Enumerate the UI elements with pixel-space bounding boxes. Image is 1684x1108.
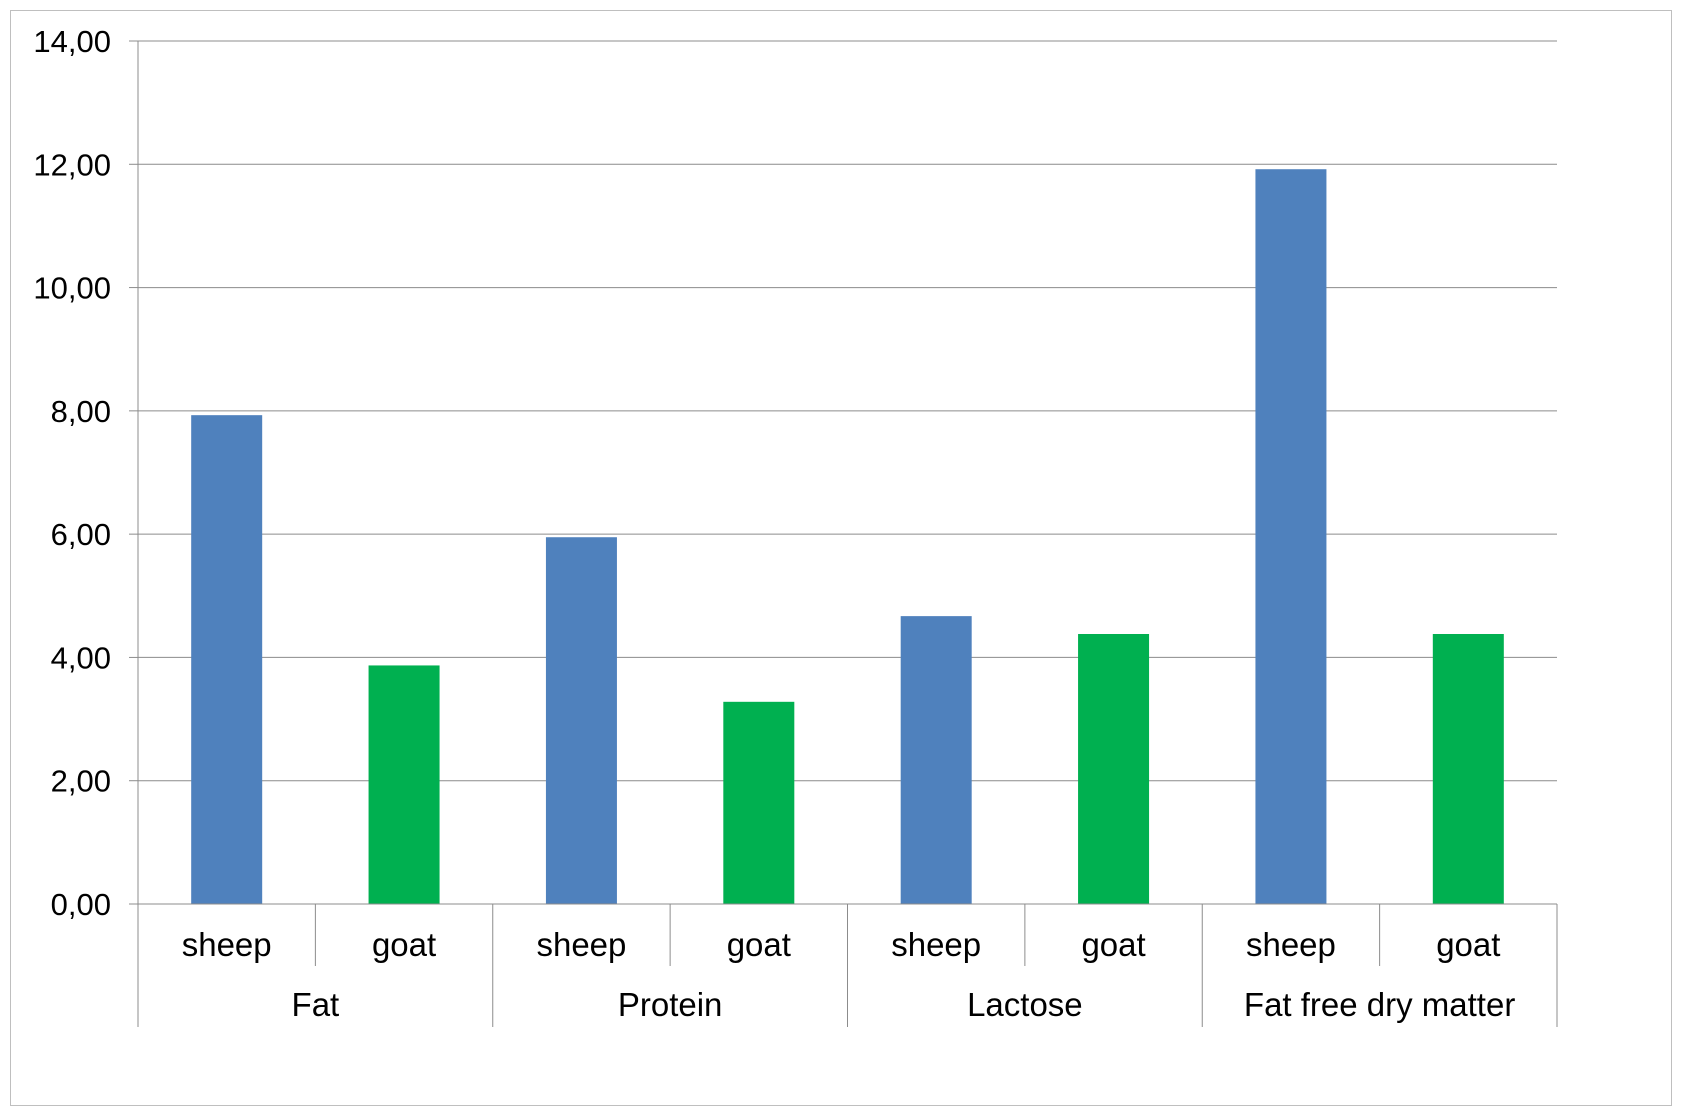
category-label: goat	[727, 926, 791, 963]
category-label: sheep	[891, 926, 981, 963]
bar-sheep	[191, 415, 263, 904]
group-label: Fat free dry matter	[1244, 986, 1515, 1023]
category-label: goat	[1436, 926, 1500, 963]
category-label: sheep	[536, 926, 626, 963]
category-label: sheep	[182, 926, 272, 963]
group-label: Fat	[292, 986, 340, 1023]
bars	[191, 169, 1504, 904]
y-tick-label: 10,00	[33, 271, 111, 306]
category-label: goat	[372, 926, 436, 963]
bar-sheep	[1255, 169, 1327, 904]
y-tick-label: 0,00	[51, 887, 111, 922]
bar-goat	[368, 665, 440, 904]
category-label: goat	[1081, 926, 1145, 963]
bar-chart: 0,00 2,00 4,00 6,00 8,00 10,00 12,00 14,00 sheep…	[33, 24, 1558, 1027]
group-label: Protein	[618, 986, 723, 1023]
grid-lines	[138, 40, 1557, 905]
group-label: Lactose	[967, 986, 1083, 1023]
axis-labels: 0,00 2,00 4,00 6,00 8,00 10,00 12,00 14,00 sheep…	[33, 24, 1515, 1023]
y-tick-label: 14,00	[33, 24, 111, 59]
chart-frame: 0,00 2,00 4,00 6,00 8,00 10,00 12,00 14,00 sheep…	[10, 10, 1672, 1106]
bar-sheep	[900, 616, 972, 904]
bar-goat	[723, 701, 795, 904]
y-tick-label: 2,00	[51, 764, 111, 799]
y-tick-label: 4,00	[51, 640, 111, 675]
bar-goat	[1432, 634, 1504, 904]
y-tick-label: 12,00	[33, 147, 111, 182]
axes	[129, 40, 1558, 1027]
category-label: sheep	[1246, 926, 1336, 963]
bar-sheep	[545, 537, 617, 904]
bar-goat	[1078, 634, 1150, 904]
y-tick-label: 6,00	[51, 517, 111, 552]
y-tick-label: 8,00	[51, 394, 111, 429]
